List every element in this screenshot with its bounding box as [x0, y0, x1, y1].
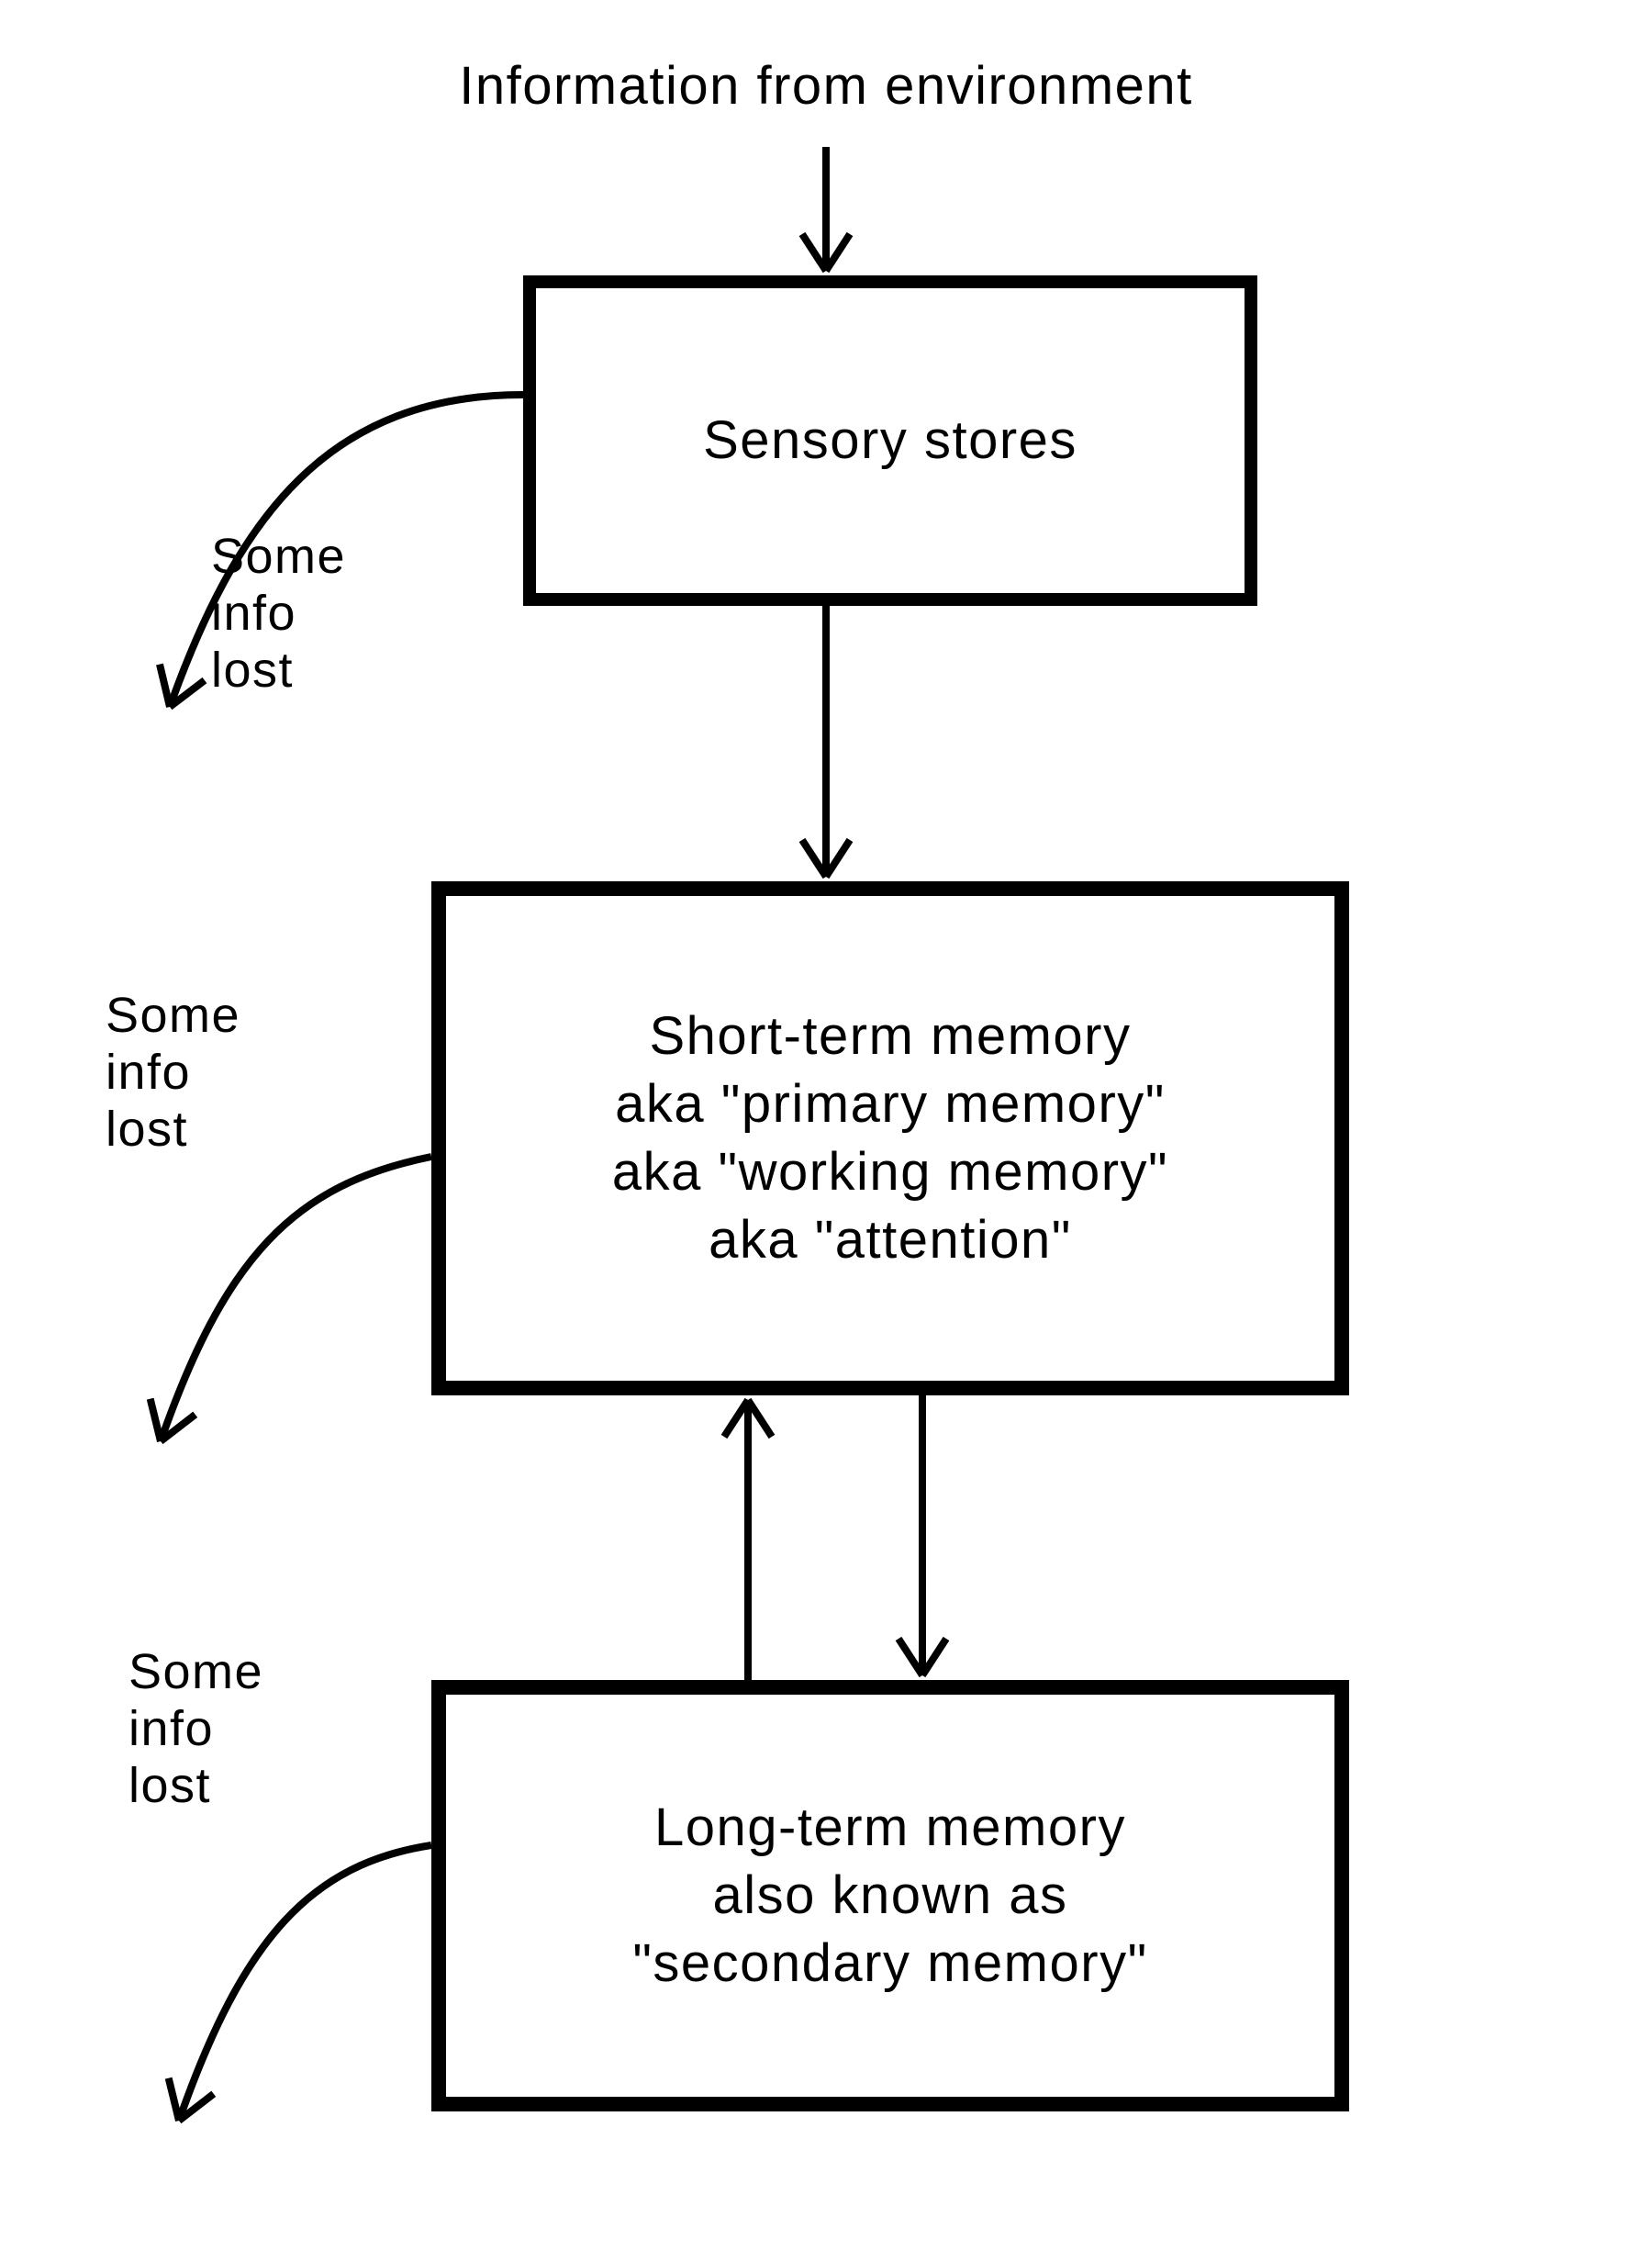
- node-short-term-memory: Short-term memoryaka "primary memory"aka…: [431, 881, 1349, 1395]
- memory-model-diagram: Information from environment Sensory sto…: [0, 0, 1652, 2262]
- node-sensory-stores: Sensory stores: [523, 275, 1257, 606]
- info-lost-line: lost: [211, 642, 346, 699]
- info-lost-line: Some: [106, 987, 240, 1044]
- node-text-line: "secondary memory": [632, 1930, 1147, 1998]
- node-text-line: aka "attention": [709, 1206, 1072, 1274]
- info-lost-line: lost: [128, 1757, 263, 1814]
- info-lost-line: Some: [128, 1643, 263, 1700]
- info-lost-line: lost: [106, 1101, 240, 1158]
- node-text-line: aka "working memory": [612, 1138, 1168, 1206]
- node-text-line: aka "primary memory": [615, 1070, 1166, 1138]
- info-lost-label-2: Someinfolost: [106, 987, 240, 1158]
- node-text-line: Sensory stores: [703, 407, 1077, 475]
- diagram-title: Information from environment: [0, 55, 1652, 117]
- node-text-line: Long-term memory: [654, 1794, 1126, 1862]
- info-lost-label-3: Someinfolost: [128, 1643, 263, 1814]
- node-text-line: also known as: [712, 1862, 1067, 1930]
- info-lost-line: info: [211, 585, 346, 642]
- info-lost-label-1: Someinfolost: [211, 528, 346, 699]
- info-lost-line: Some: [211, 528, 346, 585]
- node-text-line: Short-term memory: [649, 1002, 1131, 1070]
- node-long-term-memory: Long-term memoryalso known as"secondary …: [431, 1680, 1349, 2111]
- info-lost-line: info: [106, 1044, 240, 1101]
- info-lost-line: info: [128, 1700, 263, 1757]
